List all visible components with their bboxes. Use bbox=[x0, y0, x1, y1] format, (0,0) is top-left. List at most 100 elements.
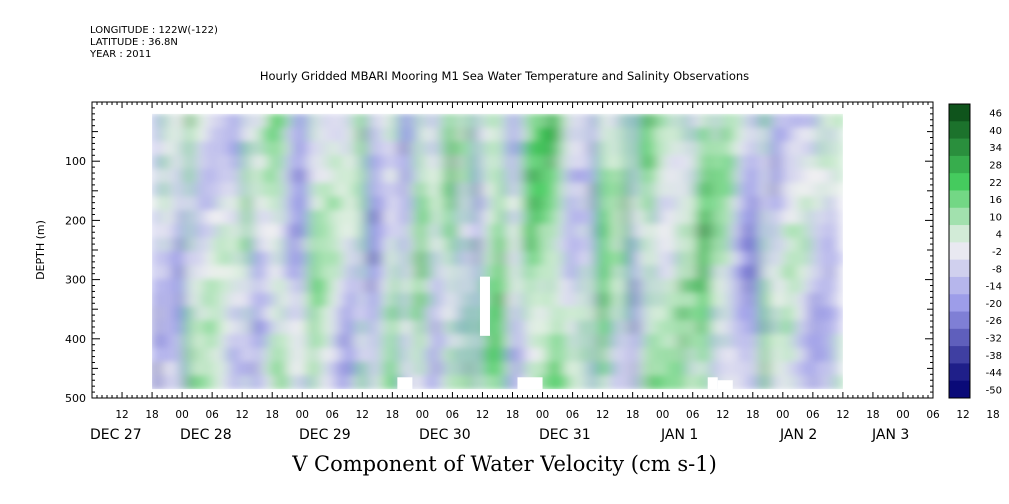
velocity-cell bbox=[472, 361, 482, 376]
velocity-cell bbox=[226, 265, 235, 280]
velocity-cell bbox=[291, 168, 301, 184]
velocity-cell bbox=[801, 237, 811, 253]
velocity-cell bbox=[727, 237, 737, 253]
velocity-cell bbox=[357, 182, 367, 198]
velocity-cell bbox=[703, 237, 712, 253]
colorbar-swatch bbox=[949, 225, 970, 243]
velocity-cell bbox=[267, 292, 277, 308]
velocity-cell bbox=[464, 375, 474, 390]
velocity-cell bbox=[637, 347, 647, 363]
velocity-cell bbox=[596, 320, 605, 335]
velocity-cell bbox=[464, 141, 474, 156]
velocity-cell bbox=[267, 347, 277, 363]
velocity-cell bbox=[785, 168, 795, 184]
velocity-cell bbox=[374, 182, 383, 198]
velocity-cell bbox=[341, 127, 351, 142]
velocity-cell bbox=[752, 320, 762, 335]
velocity-cell bbox=[563, 155, 573, 170]
velocity-cell bbox=[522, 361, 531, 376]
velocity-cell bbox=[407, 265, 416, 280]
velocity-cell bbox=[661, 127, 671, 142]
velocity-cell bbox=[818, 196, 828, 211]
velocity-cell bbox=[390, 334, 400, 349]
velocity-cell bbox=[431, 237, 441, 253]
velocity-cell bbox=[587, 237, 597, 253]
velocity-cell bbox=[620, 127, 630, 142]
velocity-cell bbox=[201, 320, 211, 335]
velocity-cell bbox=[217, 375, 227, 390]
x-day-label: JAN 2 bbox=[779, 427, 817, 443]
velocity-cell bbox=[374, 113, 383, 129]
velocity-cell bbox=[242, 279, 252, 294]
velocity-cell bbox=[810, 210, 819, 225]
velocity-cell bbox=[275, 361, 285, 376]
velocity-cell bbox=[234, 265, 244, 280]
velocity-cell bbox=[670, 361, 680, 376]
velocity-cell bbox=[768, 182, 778, 198]
velocity-cell bbox=[686, 113, 696, 129]
velocity-cell bbox=[719, 265, 729, 280]
velocity-cell bbox=[374, 361, 383, 376]
velocity-cell bbox=[793, 292, 803, 308]
velocity-cell bbox=[258, 196, 268, 211]
velocity-cell bbox=[596, 113, 605, 129]
velocity-cell bbox=[538, 292, 548, 308]
velocity-cell bbox=[530, 292, 540, 308]
x-day-label: DEC 28 bbox=[180, 427, 232, 443]
velocity-cell bbox=[176, 196, 186, 211]
velocity-cell bbox=[653, 127, 663, 142]
velocity-cell bbox=[719, 127, 729, 142]
velocity-cell bbox=[612, 196, 622, 211]
velocity-cell bbox=[382, 168, 392, 184]
velocity-cell bbox=[283, 168, 293, 184]
velocity-cell bbox=[711, 182, 721, 198]
data-gap bbox=[479, 276, 490, 336]
velocity-cell bbox=[620, 196, 630, 211]
velocity-cell bbox=[752, 168, 762, 184]
velocity-cell bbox=[308, 361, 318, 376]
velocity-cell bbox=[456, 223, 466, 239]
velocity-cell bbox=[777, 155, 786, 170]
x-day-label: JAN 1 bbox=[660, 427, 698, 443]
velocity-cell bbox=[316, 168, 326, 184]
velocity-cell bbox=[579, 292, 589, 308]
velocity-cell bbox=[193, 320, 203, 335]
colorbar-swatch bbox=[949, 311, 970, 330]
velocity-cell bbox=[703, 375, 712, 390]
velocity-cell bbox=[300, 334, 309, 349]
velocity-cell bbox=[513, 292, 523, 308]
velocity-cell bbox=[497, 210, 507, 225]
velocity-cell bbox=[629, 347, 638, 363]
velocity-cell bbox=[201, 265, 211, 280]
velocity-cell bbox=[258, 306, 268, 321]
velocity-cell bbox=[431, 375, 441, 390]
velocity-cell bbox=[513, 334, 523, 349]
velocity-cell bbox=[267, 210, 277, 225]
velocity-cell bbox=[810, 306, 819, 321]
velocity-cell bbox=[596, 223, 605, 239]
velocity-cell bbox=[596, 292, 605, 308]
velocity-cell bbox=[612, 141, 622, 156]
velocity-cell bbox=[629, 223, 638, 239]
velocity-cell bbox=[242, 251, 252, 266]
velocity-cell bbox=[209, 361, 219, 376]
velocity-cell bbox=[201, 292, 211, 308]
velocity-cell bbox=[234, 182, 244, 198]
velocity-cell bbox=[760, 223, 770, 239]
velocity-cell bbox=[752, 155, 762, 170]
velocity-cell bbox=[571, 320, 581, 335]
velocity-cell bbox=[209, 223, 219, 239]
velocity-cell bbox=[530, 237, 540, 253]
velocity-cell bbox=[637, 306, 647, 321]
velocity-cell bbox=[291, 196, 301, 211]
velocity-cell bbox=[629, 113, 638, 129]
velocity-cell bbox=[201, 251, 211, 266]
velocity-cell bbox=[653, 334, 663, 349]
velocity-cell bbox=[258, 168, 268, 184]
velocity-cell bbox=[267, 155, 277, 170]
velocity-cell bbox=[184, 347, 194, 363]
velocity-cell bbox=[398, 223, 408, 239]
velocity-cell bbox=[489, 279, 499, 294]
velocity-cell bbox=[226, 347, 235, 363]
